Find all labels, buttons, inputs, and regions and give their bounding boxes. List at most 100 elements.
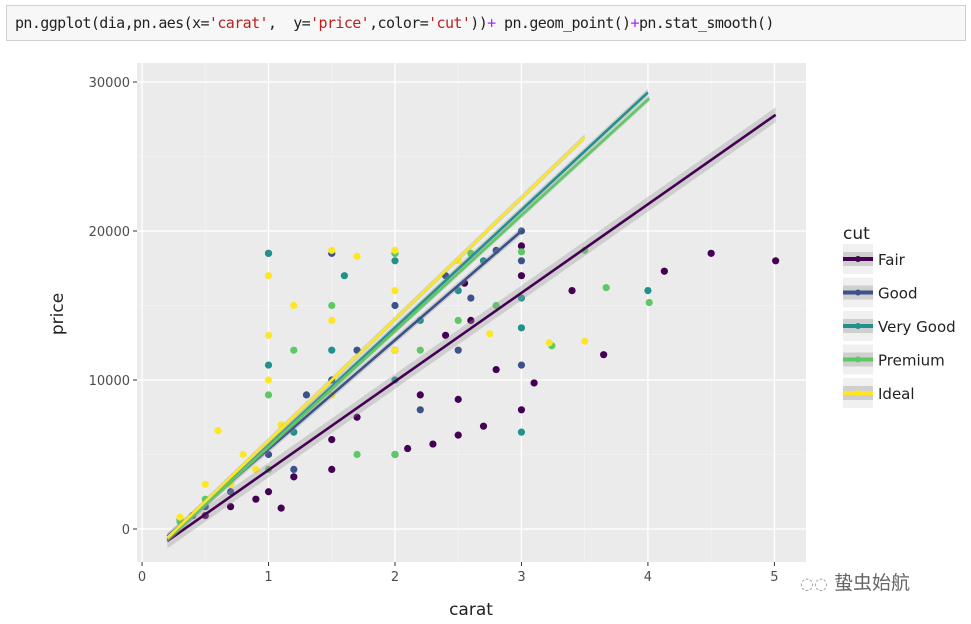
point-good xyxy=(226,488,235,496)
point-fair xyxy=(517,242,526,250)
point-fair xyxy=(772,257,780,265)
x-tick-label: 2 xyxy=(391,570,399,585)
point-fair xyxy=(707,249,715,257)
point-good xyxy=(290,465,298,473)
point-fair xyxy=(277,504,285,512)
legend-point-fair xyxy=(855,256,861,262)
code-text: pn.geom_point() xyxy=(495,14,631,32)
code-text: )) xyxy=(470,14,488,32)
code-text: pn.stat_smooth() xyxy=(638,14,775,32)
point-fair xyxy=(479,422,488,430)
y-tick-label: 30000 xyxy=(89,76,130,91)
legend-label-premium: Premium xyxy=(878,352,945,370)
point-fair xyxy=(328,435,336,444)
point-very-good xyxy=(264,249,273,257)
point-fair xyxy=(517,406,526,414)
code-string: 'price' xyxy=(310,14,370,32)
point-ideal xyxy=(391,286,399,295)
point-ideal xyxy=(264,376,273,384)
y-axis-label: price xyxy=(48,293,68,335)
point-premium xyxy=(328,301,336,310)
point-fair xyxy=(328,465,336,473)
point-good xyxy=(264,450,273,459)
point-very-good xyxy=(391,257,399,265)
point-ideal xyxy=(486,330,494,338)
point-fair xyxy=(530,379,538,387)
smooth-line-premium xyxy=(166,97,651,541)
point-fair xyxy=(429,440,437,448)
x-tick-label: 3 xyxy=(517,570,525,585)
code-text: , y= xyxy=(267,14,311,32)
point-fair xyxy=(264,488,273,496)
point-ideal xyxy=(328,246,336,254)
point-ideal xyxy=(252,465,260,473)
smooth-line-fair xyxy=(166,113,777,542)
point-good xyxy=(353,346,361,354)
x-tick-label: 0 xyxy=(138,570,146,585)
code-text: ,color= xyxy=(369,14,429,32)
point-very-good xyxy=(328,346,336,354)
point-good xyxy=(391,301,399,310)
legend-point-good xyxy=(855,289,861,296)
point-fair xyxy=(467,316,475,324)
point-fair xyxy=(353,413,361,421)
code-cell[interactable]: pn.ggplot(dia,pn.aes(x='carat', y='price… xyxy=(6,5,966,41)
point-ideal xyxy=(176,513,184,521)
grid-lines xyxy=(137,63,806,562)
legend-label-ideal: Ideal xyxy=(878,385,915,403)
point-good xyxy=(302,391,311,399)
x-axis-label: carat xyxy=(449,600,493,620)
legend-label-good: Good xyxy=(878,285,918,303)
point-very-good xyxy=(644,286,652,295)
wechat-icon: ◌◌ xyxy=(800,574,828,593)
code-text: pn.ggplot(dia,pn.aes(x= xyxy=(15,14,210,32)
point-very-good xyxy=(517,294,526,302)
point-premium xyxy=(645,298,653,307)
point-ideal xyxy=(264,331,273,339)
point-fair xyxy=(492,365,500,374)
x-tick-label: 1 xyxy=(264,570,272,585)
code-string: 'cut' xyxy=(428,14,471,32)
point-fair xyxy=(441,331,450,339)
point-premium xyxy=(416,346,424,354)
watermark-text: 蛰虫始航 xyxy=(833,572,910,594)
axes: 0 1 2 3 4 5 0 10000 20000 30000 xyxy=(89,76,779,585)
legend: Fair Good Very Good Premium Ideal xyxy=(843,244,956,408)
point-fair xyxy=(600,351,608,359)
point-fair xyxy=(660,267,668,275)
point-ideal xyxy=(353,252,361,260)
point-premium xyxy=(492,301,500,310)
point-fair xyxy=(416,391,424,399)
point-very-good xyxy=(517,428,526,436)
x-tick-label: 5 xyxy=(770,570,778,585)
legend-point-premium xyxy=(855,356,861,363)
point-premium xyxy=(517,248,526,256)
point-ideal xyxy=(545,339,553,347)
point-fair xyxy=(454,431,462,439)
point-premium xyxy=(353,450,361,459)
legend-title: cut xyxy=(843,224,870,244)
point-premium xyxy=(264,391,273,399)
point-ideal xyxy=(391,246,399,254)
code-operator: + xyxy=(487,14,496,32)
point-good xyxy=(416,406,424,414)
y-tick-label: 10000 xyxy=(89,374,130,389)
legend-point-ideal xyxy=(855,390,861,396)
legend-label-fair: Fair xyxy=(878,251,906,269)
point-fair xyxy=(568,286,576,295)
smooth-line-ideal xyxy=(166,136,586,539)
smooth-lines-layer xyxy=(166,88,777,549)
point-very-good xyxy=(264,361,273,369)
point-premium xyxy=(454,316,462,324)
point-ideal xyxy=(391,346,399,354)
code-operator: + xyxy=(630,14,640,32)
legend-point-very-good xyxy=(855,323,861,329)
point-very-good xyxy=(340,272,349,280)
point-good xyxy=(517,361,526,369)
point-ideal xyxy=(581,337,589,345)
point-premium xyxy=(602,284,610,292)
point-good xyxy=(454,346,462,354)
point-premium xyxy=(391,450,399,459)
code-string: 'carat' xyxy=(208,14,269,32)
point-good xyxy=(467,294,475,302)
